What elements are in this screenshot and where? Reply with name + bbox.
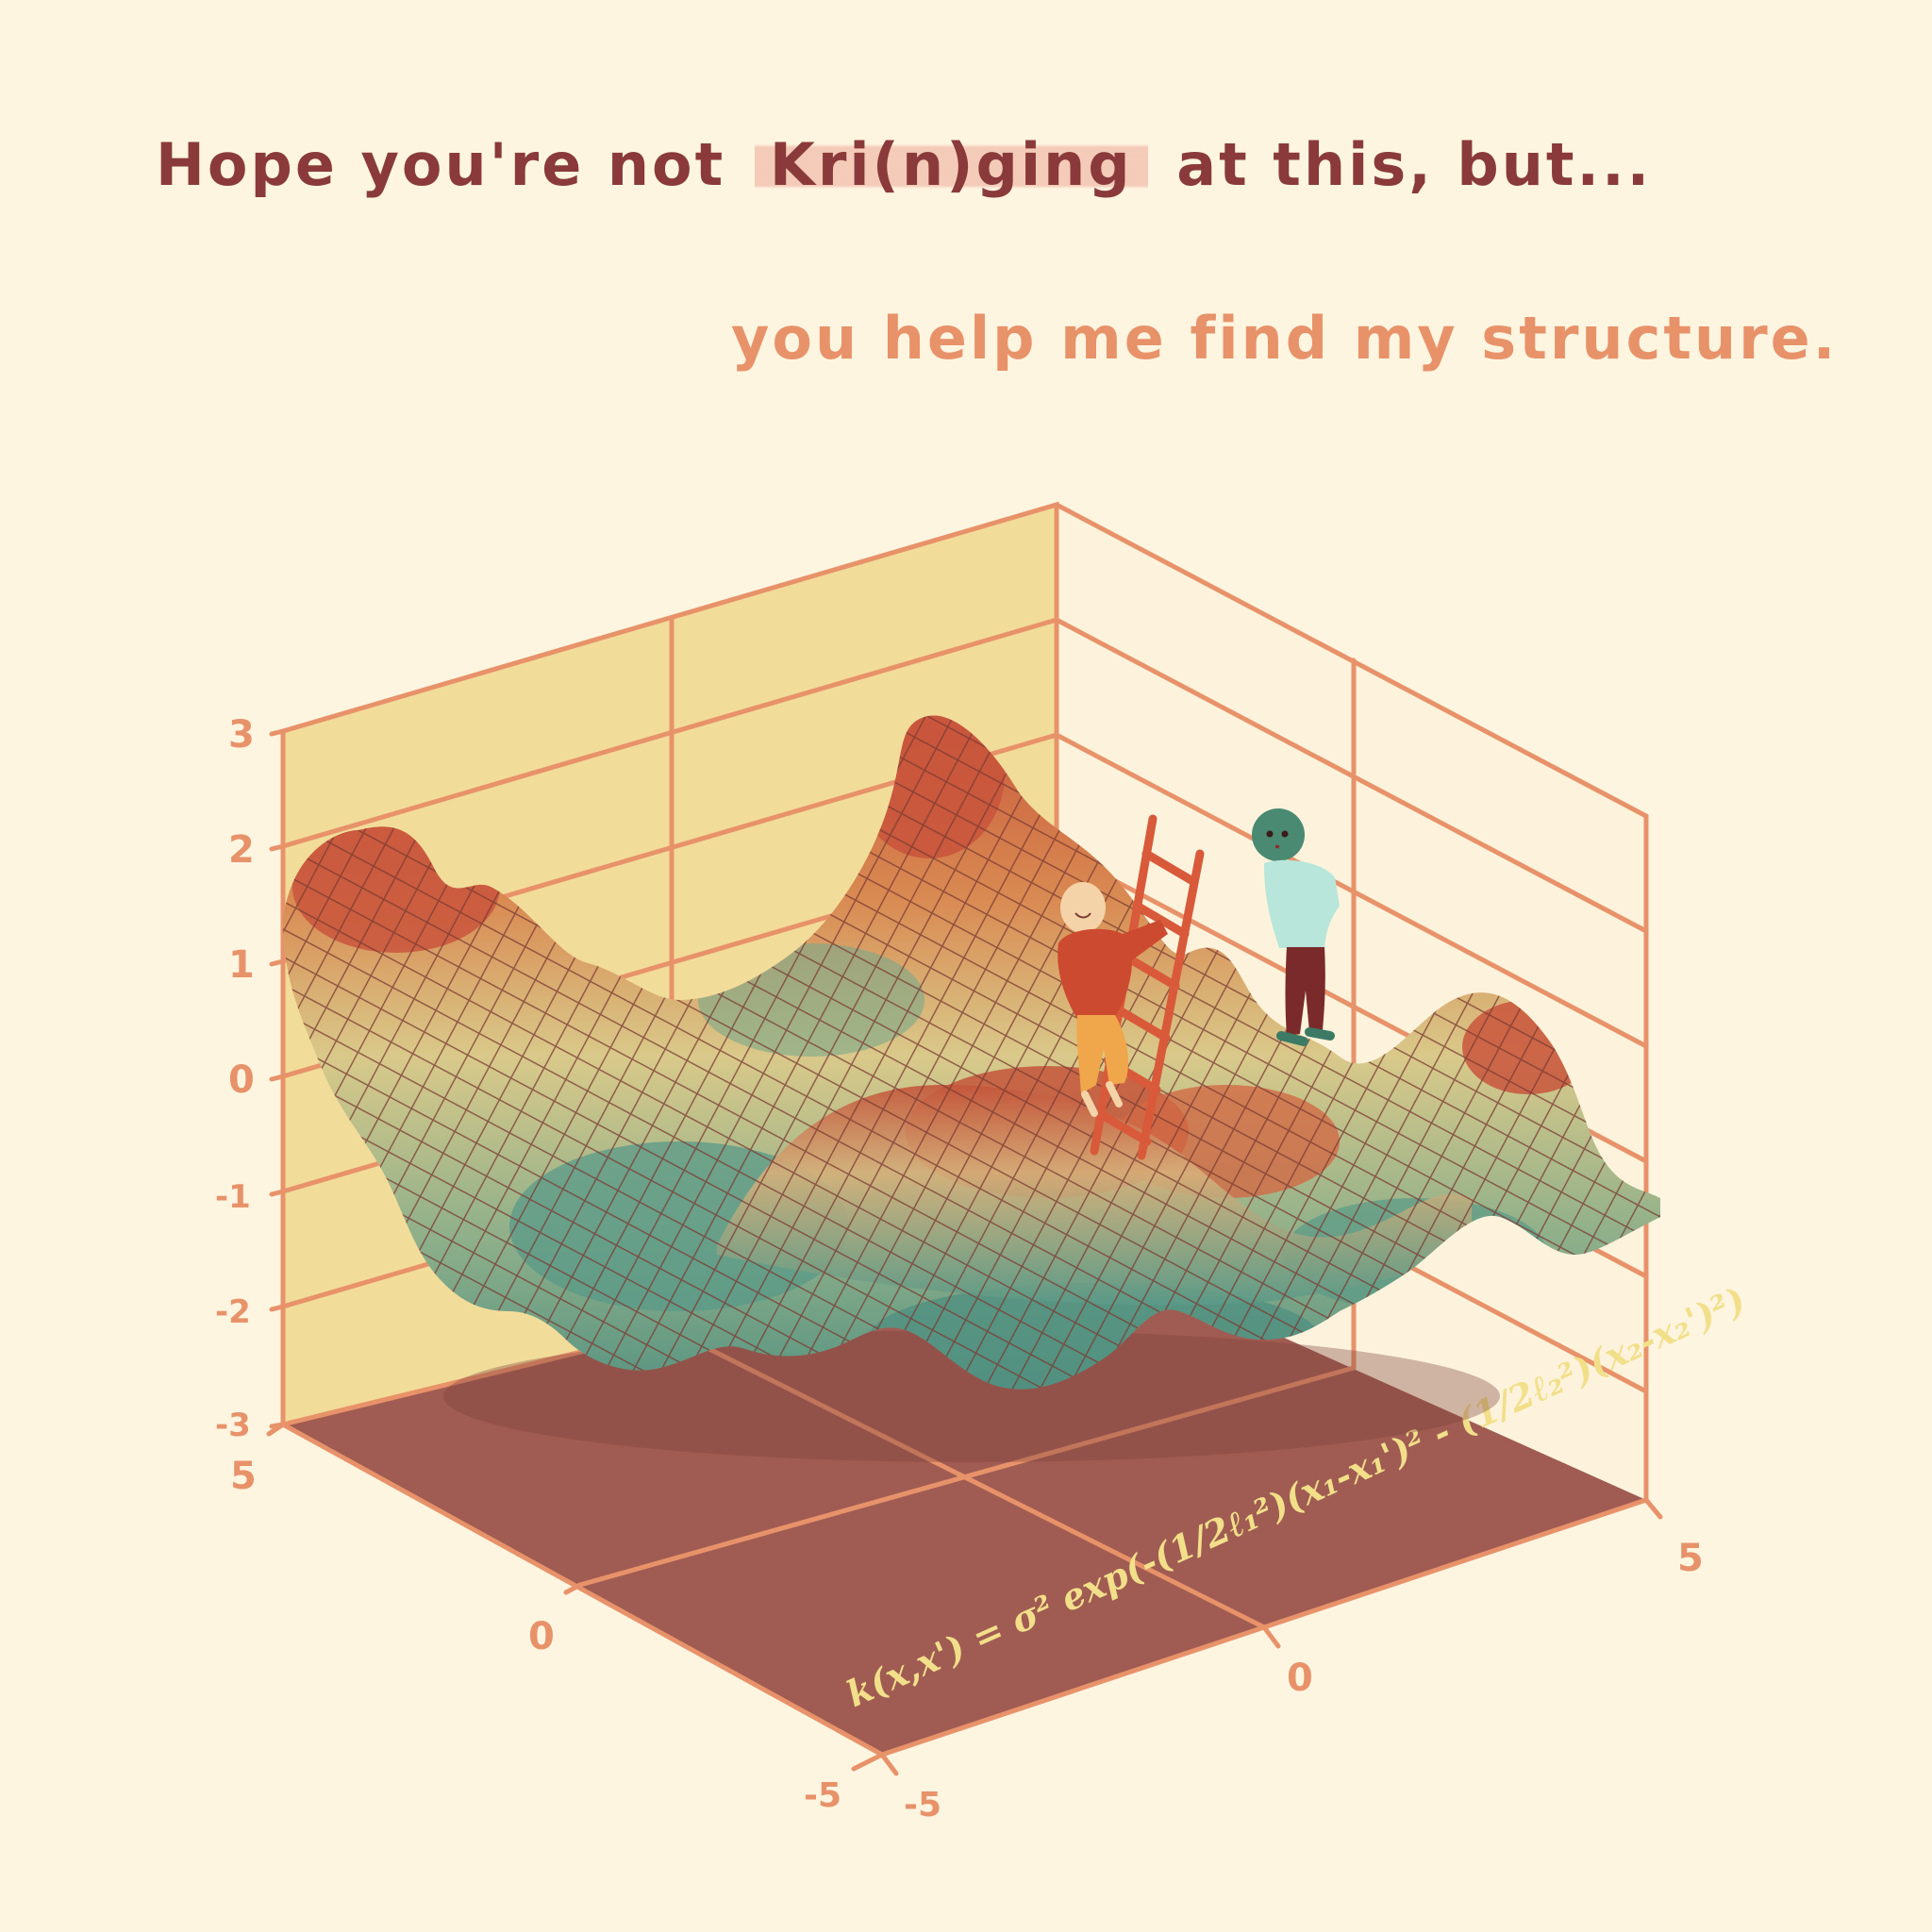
y-tick-label: 0 [1287,1657,1313,1700]
caption-highlight-kringing: Kri(n)ging [754,130,1148,199]
x-tick-label: 0 [528,1615,555,1658]
z-axis-labels: 3 2 1 0 -1 -2 -3 [215,713,255,1444]
climbing-child-figure [1058,882,1168,1117]
alien-shirt [1264,859,1340,948]
z-tick-label: -3 [215,1407,251,1444]
alien-head [1252,808,1305,861]
z-tick-label: 2 [228,828,255,872]
tick-marks [266,728,1663,1776]
z-tick-label: -1 [215,1178,251,1216]
caption-line-2: you help me find my structure. [731,304,1839,373]
z-tick-label: 1 [228,943,255,987]
child-pants [1076,1015,1129,1094]
child-head [1060,882,1106,933]
y-axis-labels: -5 0 5 [904,1537,1704,1824]
child-torso [1058,920,1168,1019]
z-tick-label: 3 [228,713,255,757]
z-tick-label: 0 [228,1058,255,1102]
x-tick-label: -5 [804,1776,841,1815]
caption-line-1: Hope you're not Kri(n)ging at this, but.… [156,130,1652,199]
y-tick-label: -5 [904,1786,941,1824]
x-axis-labels: 5 0 -5 [230,1455,841,1815]
alien-pants [1285,947,1325,1036]
standing-alien-figure [1252,808,1340,1046]
z-tick-label: -2 [215,1293,251,1331]
surface-shadow [443,1330,1500,1462]
y-tick-label: 5 [1677,1537,1704,1580]
x-tick-label: 5 [230,1455,257,1498]
caption-line-1-start: Hope you're not [156,130,726,199]
caption-line-1-end: at this, but... [1176,130,1653,199]
